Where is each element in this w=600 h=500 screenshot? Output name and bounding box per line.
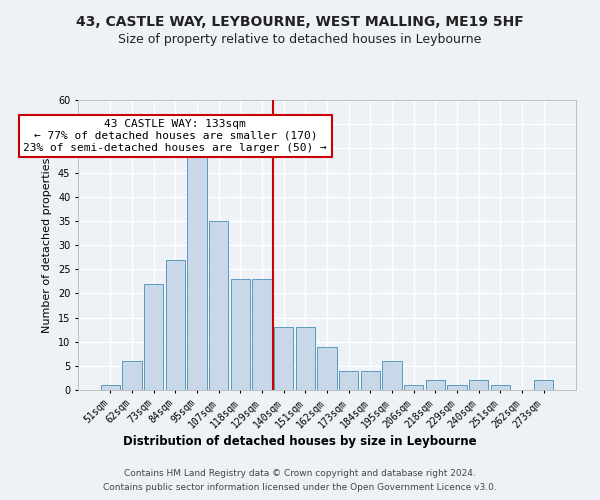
Text: Distribution of detached houses by size in Leybourne: Distribution of detached houses by size … <box>123 435 477 448</box>
Bar <box>425 380 445 390</box>
Text: Contains public sector information licensed under the Open Government Licence v3: Contains public sector information licen… <box>103 484 497 492</box>
Bar <box>252 279 272 390</box>
Bar <box>274 327 293 390</box>
Bar <box>447 385 467 390</box>
Bar <box>166 260 185 390</box>
Bar <box>101 385 120 390</box>
Bar <box>361 370 380 390</box>
Bar <box>491 385 510 390</box>
Bar <box>404 385 424 390</box>
Text: 43, CASTLE WAY, LEYBOURNE, WEST MALLING, ME19 5HF: 43, CASTLE WAY, LEYBOURNE, WEST MALLING,… <box>76 15 524 29</box>
Text: Contains HM Land Registry data © Crown copyright and database right 2024.: Contains HM Land Registry data © Crown c… <box>124 468 476 477</box>
Bar <box>339 370 358 390</box>
Bar <box>209 221 229 390</box>
Bar <box>187 153 207 390</box>
Bar <box>317 346 337 390</box>
Text: Size of property relative to detached houses in Leybourne: Size of property relative to detached ho… <box>118 32 482 46</box>
Bar <box>469 380 488 390</box>
Bar <box>144 284 163 390</box>
Bar <box>534 380 553 390</box>
Bar <box>296 327 315 390</box>
Bar <box>230 279 250 390</box>
Bar <box>382 361 402 390</box>
Y-axis label: Number of detached properties: Number of detached properties <box>43 158 52 332</box>
Bar <box>122 361 142 390</box>
Text: 43 CASTLE WAY: 133sqm
← 77% of detached houses are smaller (170)
23% of semi-det: 43 CASTLE WAY: 133sqm ← 77% of detached … <box>23 120 327 152</box>
